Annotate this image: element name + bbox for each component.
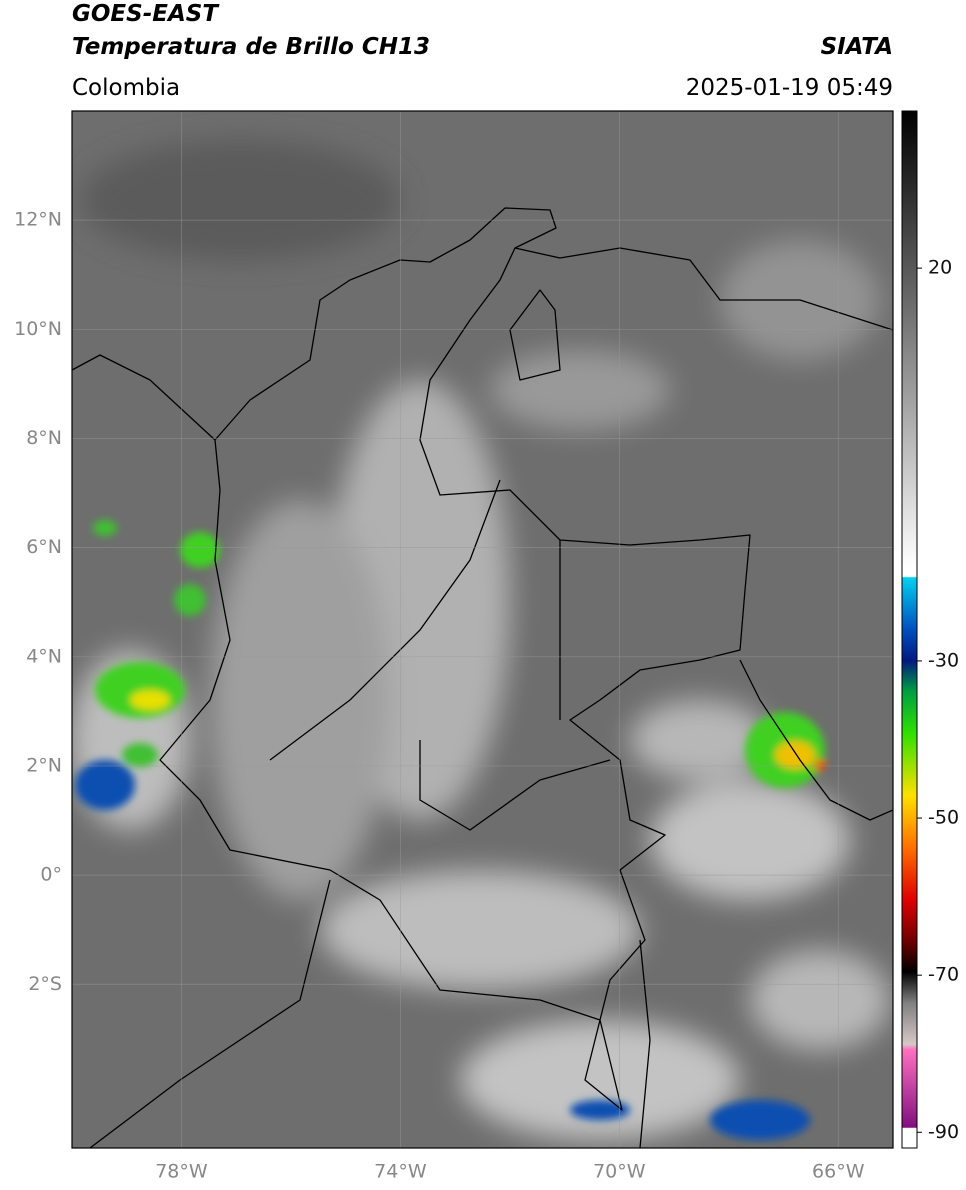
lat-tick-label: 12°N bbox=[14, 209, 62, 231]
lon-tick-label: 78°W bbox=[155, 1161, 208, 1183]
colorbar bbox=[901, 110, 918, 1149]
lat-tick-label: 4°N bbox=[26, 645, 62, 667]
lat-tick-label: 6°N bbox=[26, 536, 62, 558]
satellite-image bbox=[72, 111, 893, 1148]
grid bbox=[72, 111, 893, 1148]
map-frame bbox=[71, 110, 894, 1149]
source: SIATA bbox=[821, 34, 893, 60]
colorbar-tick-label: -30 bbox=[928, 649, 959, 671]
lat-tick-label: 10°N bbox=[14, 318, 62, 340]
colorbar-tick-label: -50 bbox=[928, 807, 959, 829]
subtitle: Temperatura de Brillo CH13 bbox=[72, 34, 430, 60]
colorbar-tick-label: 20 bbox=[928, 257, 952, 279]
lon-tick-label: 74°W bbox=[374, 1161, 427, 1183]
colorbar-tick-label: -70 bbox=[928, 964, 959, 986]
datetime: 2025-01-19 05:49 bbox=[686, 75, 893, 101]
lat-tick-label: 2°S bbox=[28, 973, 62, 995]
lat-tick-label: 2°N bbox=[26, 754, 62, 776]
title: GOES-EAST bbox=[72, 1, 220, 27]
region: Colombia bbox=[72, 75, 180, 101]
lon-tick-label: 70°W bbox=[593, 1161, 646, 1183]
lat-tick-label: 0° bbox=[40, 864, 62, 886]
colorbar-tick-label: -90 bbox=[928, 1121, 959, 1143]
lat-tick-label: 8°N bbox=[26, 427, 62, 449]
lon-tick-label: 66°W bbox=[812, 1161, 865, 1183]
